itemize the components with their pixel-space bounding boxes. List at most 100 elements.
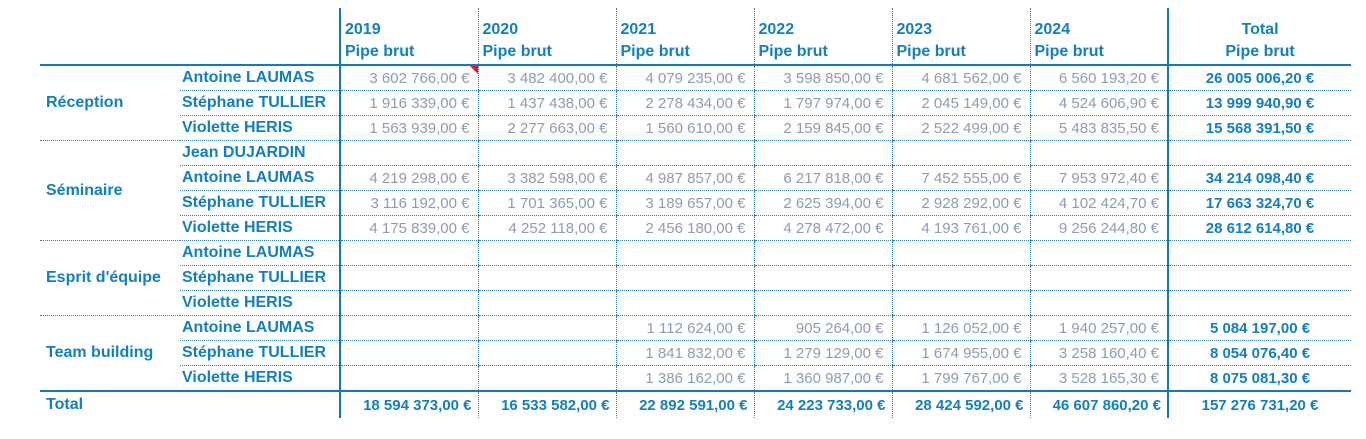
value-cell-2023[interactable]: 4 193 761,00 €: [891, 215, 1030, 241]
value-cell-2020[interactable]: [477, 265, 616, 291]
row-total-cell[interactable]: 26 005 006,20 €: [1167, 65, 1351, 91]
value-cell-2022[interactable]: 1 797 974,00 €: [753, 90, 892, 116]
category-cell-esprit-d-equipe[interactable]: Esprit d'équipe: [40, 240, 180, 316]
value-cell-2024[interactable]: [1029, 290, 1168, 316]
value-cell-2019[interactable]: [340, 365, 478, 392]
value-cell-2022[interactable]: 905 264,00 €: [753, 315, 892, 341]
category-cell-seminaire[interactable]: Séminaire: [40, 140, 180, 241]
value-cell-2022[interactable]: 2 625 394,00 €: [753, 190, 892, 216]
value-cell-2021[interactable]: 3 189 657,00 €: [615, 190, 754, 216]
row-total-cell[interactable]: 34 214 098,40 €: [1167, 165, 1351, 191]
value-cell-2019[interactable]: 3 602 766,00 €: [340, 65, 478, 91]
value-cell-2020[interactable]: 1 701 365,00 €: [477, 190, 616, 216]
row-total-cell[interactable]: 15 568 391,50 €: [1167, 115, 1351, 141]
salesperson-name-cell[interactable]: Antoine LAUMAS: [180, 165, 341, 191]
salesperson-name-cell[interactable]: Stéphane TULLIER: [180, 265, 341, 291]
row-total-cell[interactable]: 17 663 324,70 €: [1167, 190, 1351, 216]
salesperson-name-cell[interactable]: Stéphane TULLIER: [180, 340, 341, 366]
value-cell-2022[interactable]: [753, 290, 892, 316]
value-cell-2020[interactable]: 1 437 438,00 €: [477, 90, 616, 116]
value-cell-2023[interactable]: 2 522 499,00 €: [891, 115, 1030, 141]
value-cell-2019[interactable]: [340, 140, 478, 166]
row-total-cell[interactable]: 13 999 940,90 €: [1167, 90, 1351, 116]
value-cell-2023[interactable]: 7 452 555,00 €: [891, 165, 1030, 191]
value-cell-2021[interactable]: 2 456 180,00 €: [615, 215, 754, 241]
value-cell-2023[interactable]: 1 799 767,00 €: [891, 365, 1030, 392]
value-cell-2024[interactable]: [1029, 265, 1168, 291]
row-total-cell[interactable]: [1167, 240, 1351, 266]
value-cell-2023[interactable]: 2 928 292,00 €: [891, 190, 1030, 216]
value-cell-2023[interactable]: [891, 240, 1030, 266]
value-cell-2023[interactable]: [891, 140, 1030, 166]
value-cell-2022[interactable]: 4 278 472,00 €: [753, 215, 892, 241]
value-cell-2020[interactable]: [477, 315, 616, 341]
value-cell-2022[interactable]: [753, 265, 892, 291]
salesperson-name-cell[interactable]: Antoine LAUMAS: [180, 65, 341, 91]
value-cell-2024[interactable]: [1029, 140, 1168, 166]
value-cell-2019[interactable]: 3 116 192,00 €: [340, 190, 478, 216]
value-cell-2020[interactable]: [477, 140, 616, 166]
column-header-2021[interactable]: 2021 Pipe brut: [615, 8, 754, 66]
grand-total-value-2020[interactable]: 16 533 582,00 €: [477, 390, 616, 418]
row-total-cell[interactable]: 28 612 614,80 €: [1167, 215, 1351, 241]
salesperson-name-cell[interactable]: Antoine LAUMAS: [180, 240, 341, 266]
salesperson-name-cell[interactable]: Violette HERIS: [180, 115, 341, 141]
row-total-cell[interactable]: [1167, 265, 1351, 291]
value-cell-2020[interactable]: 2 277 663,00 €: [477, 115, 616, 141]
value-cell-2020[interactable]: [477, 340, 616, 366]
value-cell-2019[interactable]: [340, 240, 478, 266]
column-header-2019[interactable]: 2019 Pipe brut: [340, 8, 478, 66]
value-cell-2020[interactable]: 3 482 400,00 €: [477, 65, 616, 91]
row-total-cell[interactable]: 8 054 076,40 €: [1167, 340, 1351, 366]
value-cell-2021[interactable]: 1 560 610,00 €: [615, 115, 754, 141]
value-cell-2023[interactable]: [891, 290, 1030, 316]
value-cell-2021[interactable]: 1 112 624,00 €: [615, 315, 754, 341]
salesperson-name-cell[interactable]: Violette HERIS: [180, 215, 341, 241]
column-header-2022[interactable]: 2022 Pipe brut: [753, 8, 892, 66]
value-cell-2024[interactable]: 4 102 424,70 €: [1029, 190, 1168, 216]
value-cell-2021[interactable]: [615, 140, 754, 166]
value-cell-2022[interactable]: 1 279 129,00 €: [753, 340, 892, 366]
column-header-2023[interactable]: 2023 Pipe brut: [891, 8, 1030, 66]
value-cell-2023[interactable]: [891, 265, 1030, 291]
value-cell-2019[interactable]: [340, 265, 478, 291]
value-cell-2019[interactable]: 4 175 839,00 €: [340, 215, 478, 241]
value-cell-2019[interactable]: [340, 315, 478, 341]
value-cell-2020[interactable]: [477, 365, 616, 392]
column-header-2020[interactable]: 2020 Pipe brut: [477, 8, 616, 66]
grand-total-value-2023[interactable]: 28 424 592,00 €: [891, 390, 1030, 418]
value-cell-2021[interactable]: 2 278 434,00 €: [615, 90, 754, 116]
salesperson-name-cell[interactable]: Stéphane TULLIER: [180, 190, 341, 216]
value-cell-2024[interactable]: 7 953 972,40 €: [1029, 165, 1168, 191]
row-total-cell[interactable]: [1167, 140, 1351, 166]
row-header-spacer[interactable]: [40, 8, 341, 66]
value-cell-2024[interactable]: 6 560 193,20 €: [1029, 65, 1168, 91]
value-cell-2019[interactable]: 4 219 298,00 €: [340, 165, 478, 191]
value-cell-2019[interactable]: [340, 340, 478, 366]
value-cell-2023[interactable]: 4 681 562,00 €: [891, 65, 1030, 91]
value-cell-2019[interactable]: 1 916 339,00 €: [340, 90, 478, 116]
value-cell-2024[interactable]: 1 940 257,00 €: [1029, 315, 1168, 341]
salesperson-name-cell[interactable]: Jean DUJARDIN: [180, 140, 341, 166]
value-cell-2024[interactable]: 5 483 835,50 €: [1029, 115, 1168, 141]
grand-total-value-2024[interactable]: 46 607 860,20 €: [1029, 390, 1168, 418]
value-cell-2024[interactable]: 3 258 160,40 €: [1029, 340, 1168, 366]
value-cell-2024[interactable]: [1029, 240, 1168, 266]
value-cell-2022[interactable]: 2 159 845,00 €: [753, 115, 892, 141]
value-cell-2024[interactable]: 3 528 165,30 €: [1029, 365, 1168, 392]
value-cell-2020[interactable]: [477, 290, 616, 316]
salesperson-name-cell[interactable]: Antoine LAUMAS: [180, 315, 341, 341]
value-cell-2022[interactable]: [753, 140, 892, 166]
column-header-2024[interactable]: 2024 Pipe brut: [1029, 8, 1168, 66]
value-cell-2021[interactable]: 4 079 235,00 €: [615, 65, 754, 91]
category-cell-reception[interactable]: Réception: [40, 65, 180, 141]
value-cell-2023[interactable]: 2 045 149,00 €: [891, 90, 1030, 116]
value-cell-2019[interactable]: 1 563 939,00 €: [340, 115, 478, 141]
salesperson-name-cell[interactable]: Stéphane TULLIER: [180, 90, 341, 116]
value-cell-2021[interactable]: [615, 240, 754, 266]
value-cell-2019[interactable]: [340, 290, 478, 316]
grand-total-label[interactable]: Total: [40, 390, 341, 418]
value-cell-2022[interactable]: 1 360 987,00 €: [753, 365, 892, 392]
value-cell-2024[interactable]: 4 524 606,90 €: [1029, 90, 1168, 116]
value-cell-2021[interactable]: 1 841 832,00 €: [615, 340, 754, 366]
